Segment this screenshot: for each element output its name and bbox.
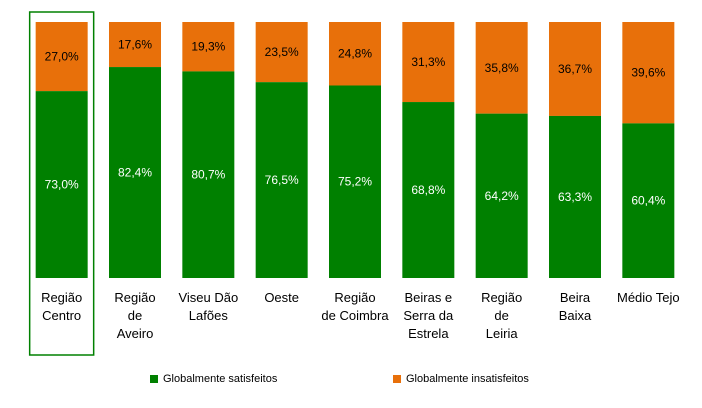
bar-satisfeitos-4 (329, 85, 381, 278)
bar-satisfeitos-2 (182, 71, 235, 279)
legend-label-satisfeitos: Globalmente satisfeitos (163, 373, 278, 385)
legend-item-insatisfeitos: Globalmente insatisfeitos (393, 373, 529, 385)
data-label-insatisfeitos-5: 31,3% (411, 55, 445, 69)
bar-satisfeitos-0 (35, 91, 88, 279)
bar-insatisfeitos-8 (622, 22, 675, 124)
category-label-4: Região de Coimbra (321, 290, 389, 323)
bar-satisfeitos-5 (402, 102, 455, 279)
bar-insatisfeitos-3 (255, 22, 308, 83)
highlight-box (28, 11, 95, 356)
bar-insatisfeitos-2 (182, 22, 235, 72)
data-label-satisfeitos-7: 63,3% (558, 190, 592, 204)
data-label-insatisfeitos-3: 23,5% (265, 45, 299, 59)
bar-insatisfeitos-7 (549, 22, 601, 116)
data-label-satisfeitos-5: 68,8% (411, 183, 445, 197)
category-label-8: Médio Tejo (617, 290, 680, 305)
data-label-satisfeitos-2: 80,7% (191, 168, 225, 182)
data-label-satisfeitos-3: 76,5% (265, 173, 299, 187)
bar-insatisfeitos-1 (109, 22, 161, 68)
data-label-satisfeitos-6: 64,2% (485, 189, 519, 203)
data-label-insatisfeitos-1: 17,6% (118, 38, 152, 52)
category-label-1: Região de Aveiro (114, 290, 155, 341)
bar-insatisfeitos-4 (329, 22, 381, 86)
category-label-6: Região de Leiria (481, 290, 522, 341)
data-label-insatisfeitos-6: 35,8% (485, 61, 519, 75)
category-label-5: Beiras e Serra da Estrela (403, 290, 454, 341)
legend-label-insatisfeitos: Globalmente insatisfeitos (406, 373, 529, 385)
data-label-insatisfeitos-2: 19,3% (191, 40, 225, 54)
bar-satisfeitos-8 (622, 123, 675, 278)
data-label-satisfeitos-1: 82,4% (118, 166, 152, 180)
data-label-insatisfeitos-0: 27,0% (45, 50, 79, 64)
bar-satisfeitos-3 (255, 82, 308, 278)
bar-satisfeitos-6 (475, 113, 528, 278)
bar-satisfeitos-1 (109, 67, 161, 278)
data-label-insatisfeitos-7: 36,7% (558, 62, 592, 76)
category-label-2: Viseu Dão Lafões (178, 290, 238, 323)
data-label-satisfeitos-8: 60,4% (631, 194, 665, 208)
data-label-satisfeitos-0: 73,0% (45, 178, 79, 192)
data-label-satisfeitos-4: 75,2% (338, 175, 372, 189)
category-label-7: Beira Baixa (559, 290, 592, 323)
data-label-insatisfeitos-4: 24,8% (338, 47, 372, 61)
bar-insatisfeitos-6 (475, 22, 528, 114)
category-label-3: Oeste (264, 290, 299, 305)
bar-insatisfeitos-0 (35, 22, 88, 92)
legend-swatch-satisfeitos (150, 375, 158, 383)
data-label-insatisfeitos-8: 39,6% (631, 66, 665, 80)
legend: Globalmente satisfeitos Globalmente insa… (0, 373, 702, 393)
category-label-0: Região Centro (41, 290, 82, 323)
legend-swatch-insatisfeitos (393, 375, 401, 383)
bar-satisfeitos-7 (549, 115, 601, 279)
legend-item-satisfeitos: Globalmente satisfeitos (150, 373, 277, 385)
bar-insatisfeitos-5 (402, 22, 455, 103)
